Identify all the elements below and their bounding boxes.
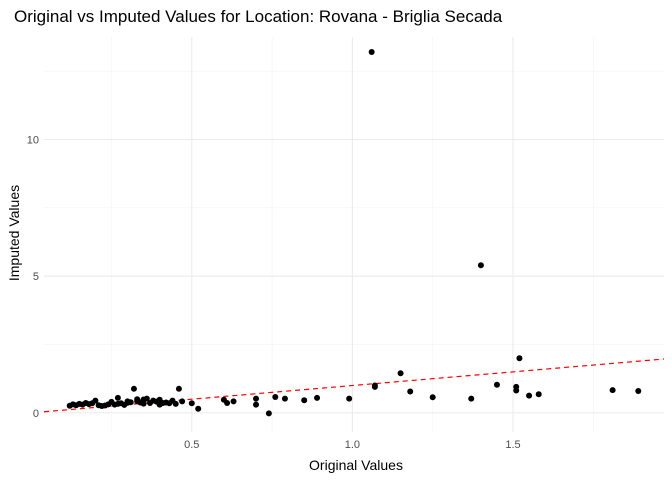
data-point	[468, 395, 475, 402]
x-tick-label: 0.5	[184, 439, 199, 451]
data-point	[281, 395, 288, 402]
data-point	[371, 383, 378, 390]
data-point	[130, 385, 137, 392]
data-point	[516, 355, 523, 362]
data-point	[230, 398, 237, 405]
data-point	[224, 400, 231, 407]
data-point	[265, 410, 272, 417]
ticks-layer: 0.5 1.0 1.5 0 5 10	[27, 135, 521, 451]
y-tick-label: 0	[33, 408, 39, 420]
data-point	[92, 397, 99, 404]
data-point	[493, 381, 500, 388]
data-point	[635, 387, 642, 394]
data-point	[179, 398, 186, 405]
data-point	[301, 397, 308, 404]
x-tick-label: 1.0	[345, 439, 360, 451]
data-point	[609, 387, 616, 394]
data-point	[253, 401, 260, 408]
points-layer	[66, 49, 642, 417]
y-tick-label: 5	[33, 271, 39, 283]
y-tick-label: 10	[27, 135, 39, 147]
data-point	[143, 395, 150, 402]
data-point	[513, 387, 520, 394]
x-axis-title: Original Values	[309, 457, 403, 473]
x-tick-label: 1.5	[505, 439, 520, 451]
data-point	[188, 400, 195, 407]
data-point	[368, 49, 375, 56]
data-point	[314, 394, 321, 401]
data-point	[140, 400, 147, 407]
data-point	[407, 388, 414, 395]
data-point	[195, 405, 202, 412]
data-point	[272, 394, 279, 401]
data-point	[114, 394, 121, 401]
data-point	[253, 395, 260, 402]
y-axis-title: Imputed Values	[6, 185, 22, 281]
data-point	[172, 400, 179, 407]
data-point	[535, 391, 542, 398]
data-point	[175, 385, 182, 392]
data-point	[477, 262, 484, 269]
data-point	[346, 395, 353, 402]
data-point	[127, 399, 134, 406]
chart-title: Original vs Imputed Values for Location:…	[14, 7, 503, 26]
data-point	[397, 370, 404, 377]
data-point	[429, 394, 436, 401]
data-point	[526, 392, 533, 399]
grid	[44, 37, 664, 432]
